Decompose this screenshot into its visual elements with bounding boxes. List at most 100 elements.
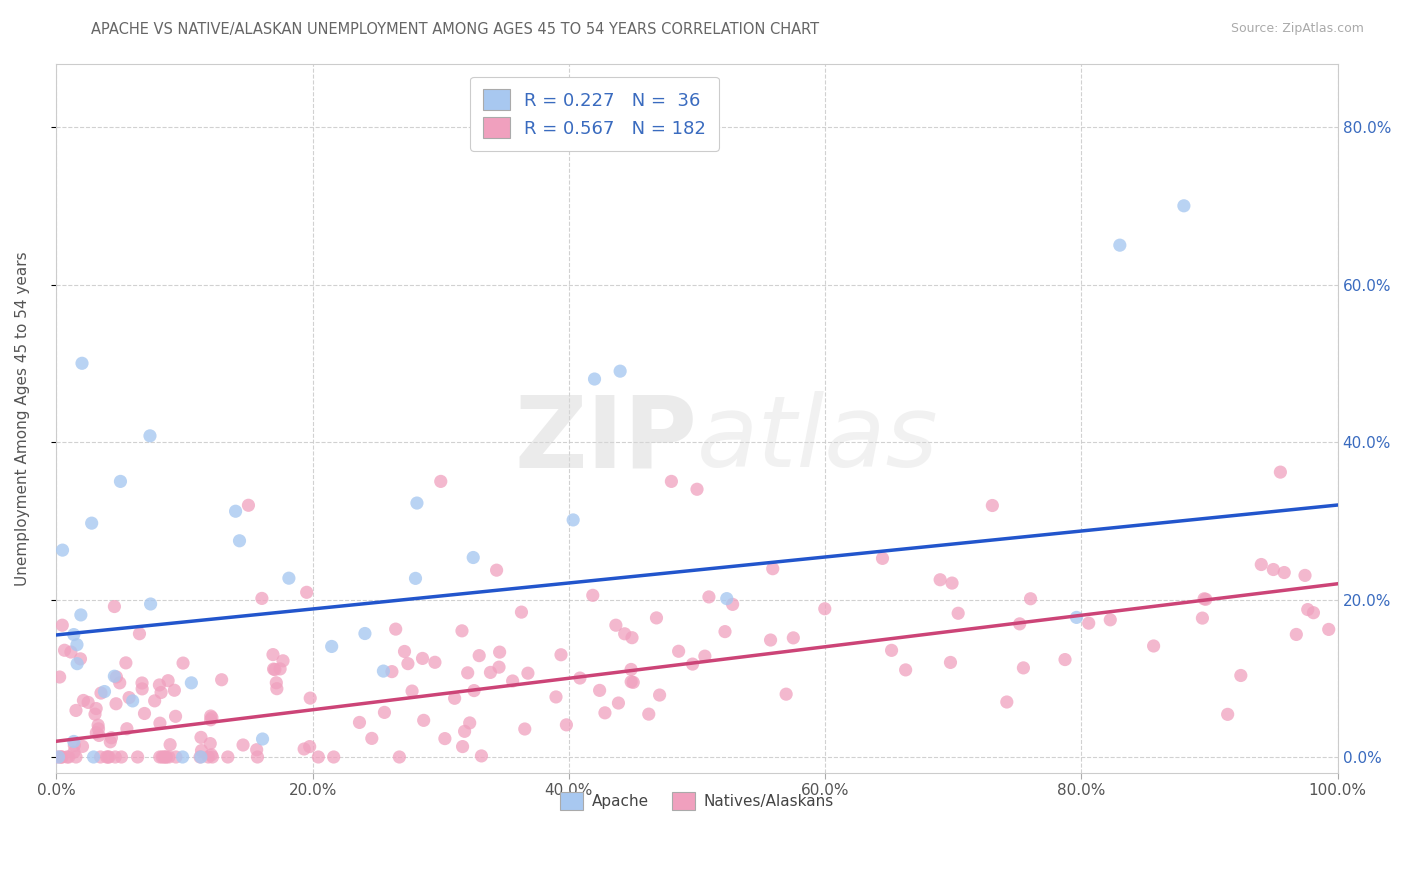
Point	[134, 706, 156, 721]
Point	[322, 750, 344, 764]
Point	[759, 633, 782, 648]
Point	[159, 738, 181, 752]
Point	[250, 591, 273, 606]
Point	[582, 588, 605, 602]
Point	[72, 739, 94, 754]
Point	[1019, 591, 1042, 606]
Point	[1294, 568, 1316, 582]
Point	[263, 662, 285, 676]
Point	[269, 662, 291, 676]
Point	[645, 611, 668, 625]
Point	[321, 640, 343, 654]
Point	[721, 598, 744, 612]
Point	[105, 670, 128, 684]
Point	[405, 571, 427, 585]
Point	[190, 750, 212, 764]
Point	[108, 676, 131, 690]
Point	[502, 673, 524, 688]
Point	[232, 738, 254, 752]
Point	[155, 750, 177, 764]
Point	[201, 711, 224, 725]
Point	[562, 513, 585, 527]
Point	[396, 657, 419, 671]
Point	[295, 585, 318, 599]
Point	[1296, 602, 1319, 616]
Point	[568, 671, 591, 685]
Point	[98, 735, 121, 749]
Point	[77, 695, 100, 709]
Text: ZIP: ZIP	[515, 392, 697, 488]
Point	[100, 731, 122, 745]
Point	[550, 648, 572, 662]
Point	[583, 372, 606, 386]
Point	[180, 676, 202, 690]
Point	[1191, 611, 1213, 625]
Point	[152, 750, 174, 764]
Legend: Apache, Natives/Alaskans: Apache, Natives/Alaskans	[554, 786, 841, 816]
Point	[262, 648, 284, 662]
Point	[451, 624, 474, 638]
Point	[463, 683, 485, 698]
Point	[762, 562, 785, 576]
Point	[228, 533, 250, 548]
Point	[96, 750, 118, 764]
Point	[394, 644, 416, 658]
Point	[668, 644, 690, 658]
Point	[613, 627, 636, 641]
Text: APACHE VS NATIVE/ALASKAN UNEMPLOYMENT AMONG AGES 45 TO 54 YEARS CORRELATION CHAR: APACHE VS NATIVE/ALASKAN UNEMPLOYMENT AM…	[91, 22, 820, 37]
Point	[72, 693, 94, 707]
Point	[46, 750, 69, 764]
Point	[555, 718, 578, 732]
Point	[941, 576, 963, 591]
Point	[299, 691, 322, 706]
Point	[457, 665, 479, 680]
Point	[1008, 616, 1031, 631]
Point	[84, 707, 107, 722]
Point	[1317, 623, 1340, 637]
Point	[292, 742, 315, 756]
Point	[693, 649, 716, 664]
Point	[423, 655, 446, 669]
Point	[217, 750, 239, 764]
Point	[62, 734, 84, 748]
Point	[56, 750, 79, 764]
Point	[197, 750, 219, 764]
Point	[451, 739, 474, 754]
Point	[110, 750, 132, 764]
Point	[648, 688, 671, 702]
Point	[381, 665, 404, 679]
Point	[1272, 566, 1295, 580]
Point	[48, 670, 70, 684]
Point	[201, 750, 224, 764]
Point	[1263, 562, 1285, 576]
Point	[200, 737, 222, 751]
Point	[131, 676, 153, 690]
Point	[516, 666, 538, 681]
Point	[266, 681, 288, 696]
Point	[143, 694, 166, 708]
Point	[1077, 616, 1099, 631]
Point	[165, 709, 187, 723]
Point	[443, 691, 465, 706]
Point	[211, 673, 233, 687]
Point	[87, 718, 110, 732]
Point	[89, 750, 111, 764]
Point	[266, 675, 288, 690]
Point	[880, 643, 903, 657]
Point	[488, 660, 510, 674]
Point	[65, 750, 87, 764]
Point	[470, 748, 492, 763]
Point	[406, 496, 429, 510]
Point	[80, 516, 103, 530]
Text: Source: ZipAtlas.com: Source: ZipAtlas.com	[1230, 22, 1364, 36]
Point	[98, 750, 121, 764]
Point	[929, 573, 952, 587]
Point	[814, 601, 837, 615]
Point	[246, 742, 269, 756]
Point	[373, 664, 395, 678]
Point	[150, 685, 173, 699]
Point	[271, 654, 294, 668]
Point	[607, 696, 630, 710]
Point	[298, 739, 321, 754]
Point	[246, 750, 269, 764]
